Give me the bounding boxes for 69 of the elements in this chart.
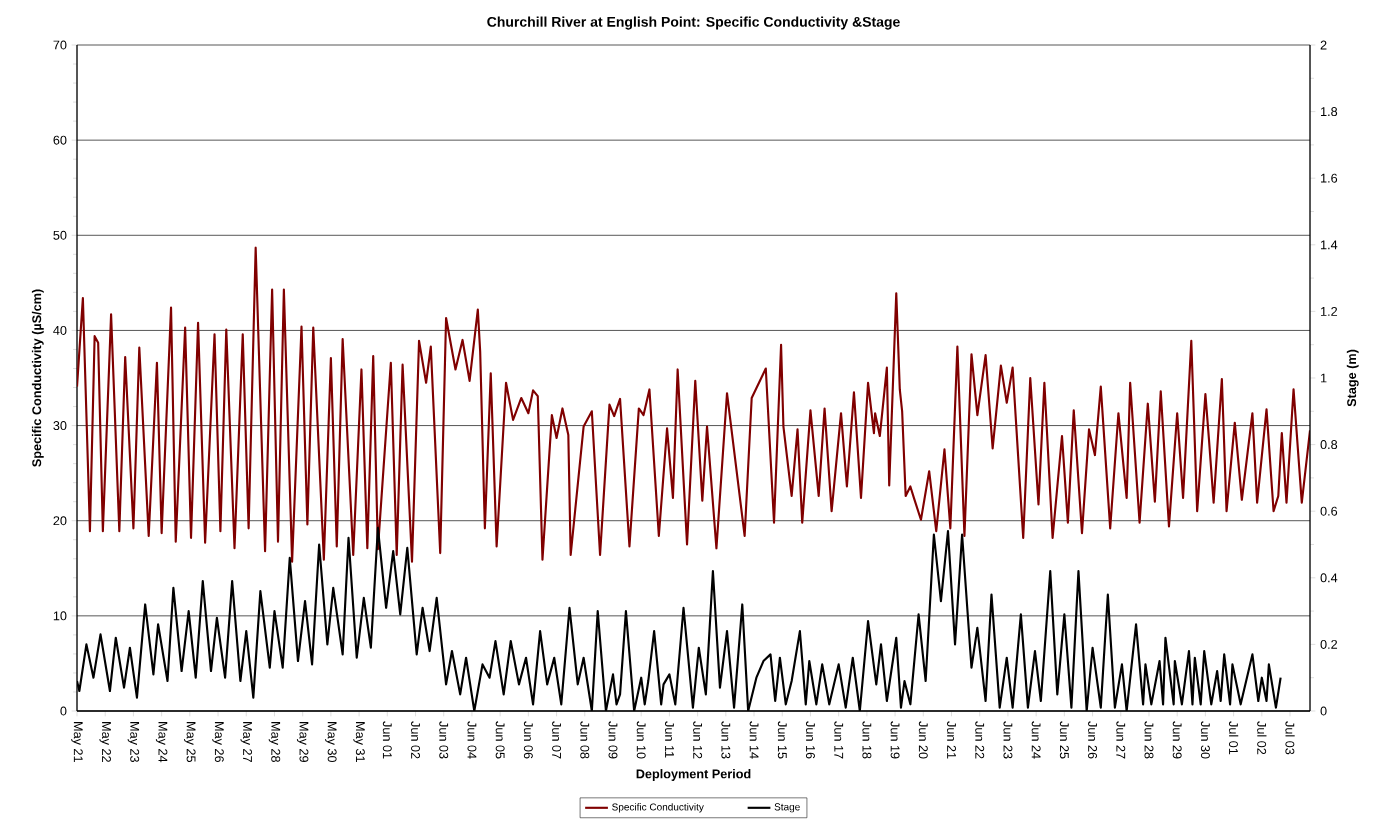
x-tick-label: May 29 <box>296 722 309 762</box>
y-axis-title: Specific Conductivity (µS/cm) <box>31 289 44 467</box>
y2-tick-label: 1.6 <box>1321 173 1338 183</box>
x-tick-label: Jun 22 <box>975 721 985 759</box>
chart-title: Churchill River at English Point: Specific Conductivity &Stage <box>487 16 900 30</box>
x-tick-label: Jun 20 <box>918 721 928 759</box>
x-tick-label: Jun 19 <box>890 721 900 759</box>
x-tick-label: Jun 17 <box>834 721 844 759</box>
x-tick-label: Jun 30 <box>1200 721 1210 759</box>
x-tick-label: Jun 03 <box>439 721 449 759</box>
x-tick-label: Jun 10 <box>636 721 646 759</box>
x-tick-label: Jun 02 <box>411 721 421 759</box>
x-tick-label: Jun 05 <box>495 721 505 759</box>
x-tick-label: May 22 <box>99 722 111 762</box>
y-tick-label: 0 <box>60 706 67 716</box>
x-tick-label: Jun 13 <box>721 721 731 759</box>
x-tick-label: Jun 23 <box>1003 721 1013 759</box>
y2-tick-label: 0.4 <box>1320 573 1338 583</box>
legend-label: Stage <box>774 803 800 813</box>
y2-tick-label: 1 <box>1321 373 1327 383</box>
legend-label: Specific Conductivity <box>612 803 704 813</box>
x-tick-label: May 30 <box>325 722 337 763</box>
x-tick-label: Jun 08 <box>580 721 590 759</box>
x-tick-label: Jun 21 <box>947 721 956 759</box>
x-tick-label: Jun 29 <box>1172 721 1182 759</box>
y-tick-label: 30 <box>53 421 67 431</box>
y2-tick-label: 2 <box>1320 40 1327 50</box>
y-tick-label: 50 <box>53 230 67 240</box>
y-tick-label: 10 <box>53 611 67 621</box>
x-tick-label: May 26 <box>212 722 224 763</box>
y-tick-label: 40 <box>53 325 67 335</box>
x-tick-label: Jun 24 <box>1031 721 1041 759</box>
x-tick-label: Jul 03 <box>1285 721 1295 755</box>
y2-axis-title: Stage (m) <box>1346 349 1359 407</box>
x-tick-label: Jun 16 <box>805 721 815 759</box>
x-tick-label: Jun 27 <box>1116 721 1126 759</box>
x-tick-label: Jun 14 <box>749 721 759 759</box>
x-tick-label: Jun 25 <box>1059 721 1069 759</box>
x-tick-label: May 28 <box>268 722 281 763</box>
x-tick-label: Jun 04 <box>467 721 477 759</box>
x-tick-label: May 23 <box>127 722 140 763</box>
x-tick-label: May 31 <box>353 722 365 762</box>
y-tick-label: 20 <box>53 516 67 526</box>
y-tick-label: 70 <box>53 40 67 50</box>
x-tick-label: Jun 26 <box>1088 721 1098 759</box>
y2-tick-label: 0.8 <box>1320 440 1338 450</box>
x-tick-label: May 21 <box>71 722 83 762</box>
x-tick-label: Jun 07 <box>552 721 562 759</box>
x-tick-label: May 25 <box>184 722 196 763</box>
y2-tick-label: 1.4 <box>1321 240 1338 250</box>
x-tick-label: Jun 12 <box>693 721 703 759</box>
x-tick-label: May 27 <box>240 722 252 762</box>
y-tick-label: 60 <box>53 135 67 145</box>
y2-tick-label: 1.2 <box>1321 306 1338 316</box>
x-tick-label: Jun 18 <box>862 721 872 759</box>
x-tick-label: Jun 06 <box>523 721 533 759</box>
x-tick-label: Jun 28 <box>1144 721 1154 759</box>
x-tick-label: Jul 02 <box>1257 721 1267 755</box>
x-tick-label: Jul 01 <box>1228 721 1239 755</box>
x-tick-label: Jun 11 <box>664 721 674 758</box>
y2-tick-label: 0.6 <box>1320 506 1338 516</box>
x-tick-label: Jun 15 <box>777 721 787 759</box>
x-axis-title: Deployment Period <box>636 769 751 781</box>
x-tick-label: Jun 01 <box>382 721 392 759</box>
y2-tick-label: 0 <box>1320 706 1327 716</box>
y2-tick-label: 0.2 <box>1320 639 1338 649</box>
y2-tick-label: 1.8 <box>1321 107 1338 117</box>
x-tick-label: May 24 <box>155 722 168 763</box>
x-tick-label: Jun 09 <box>608 721 618 759</box>
